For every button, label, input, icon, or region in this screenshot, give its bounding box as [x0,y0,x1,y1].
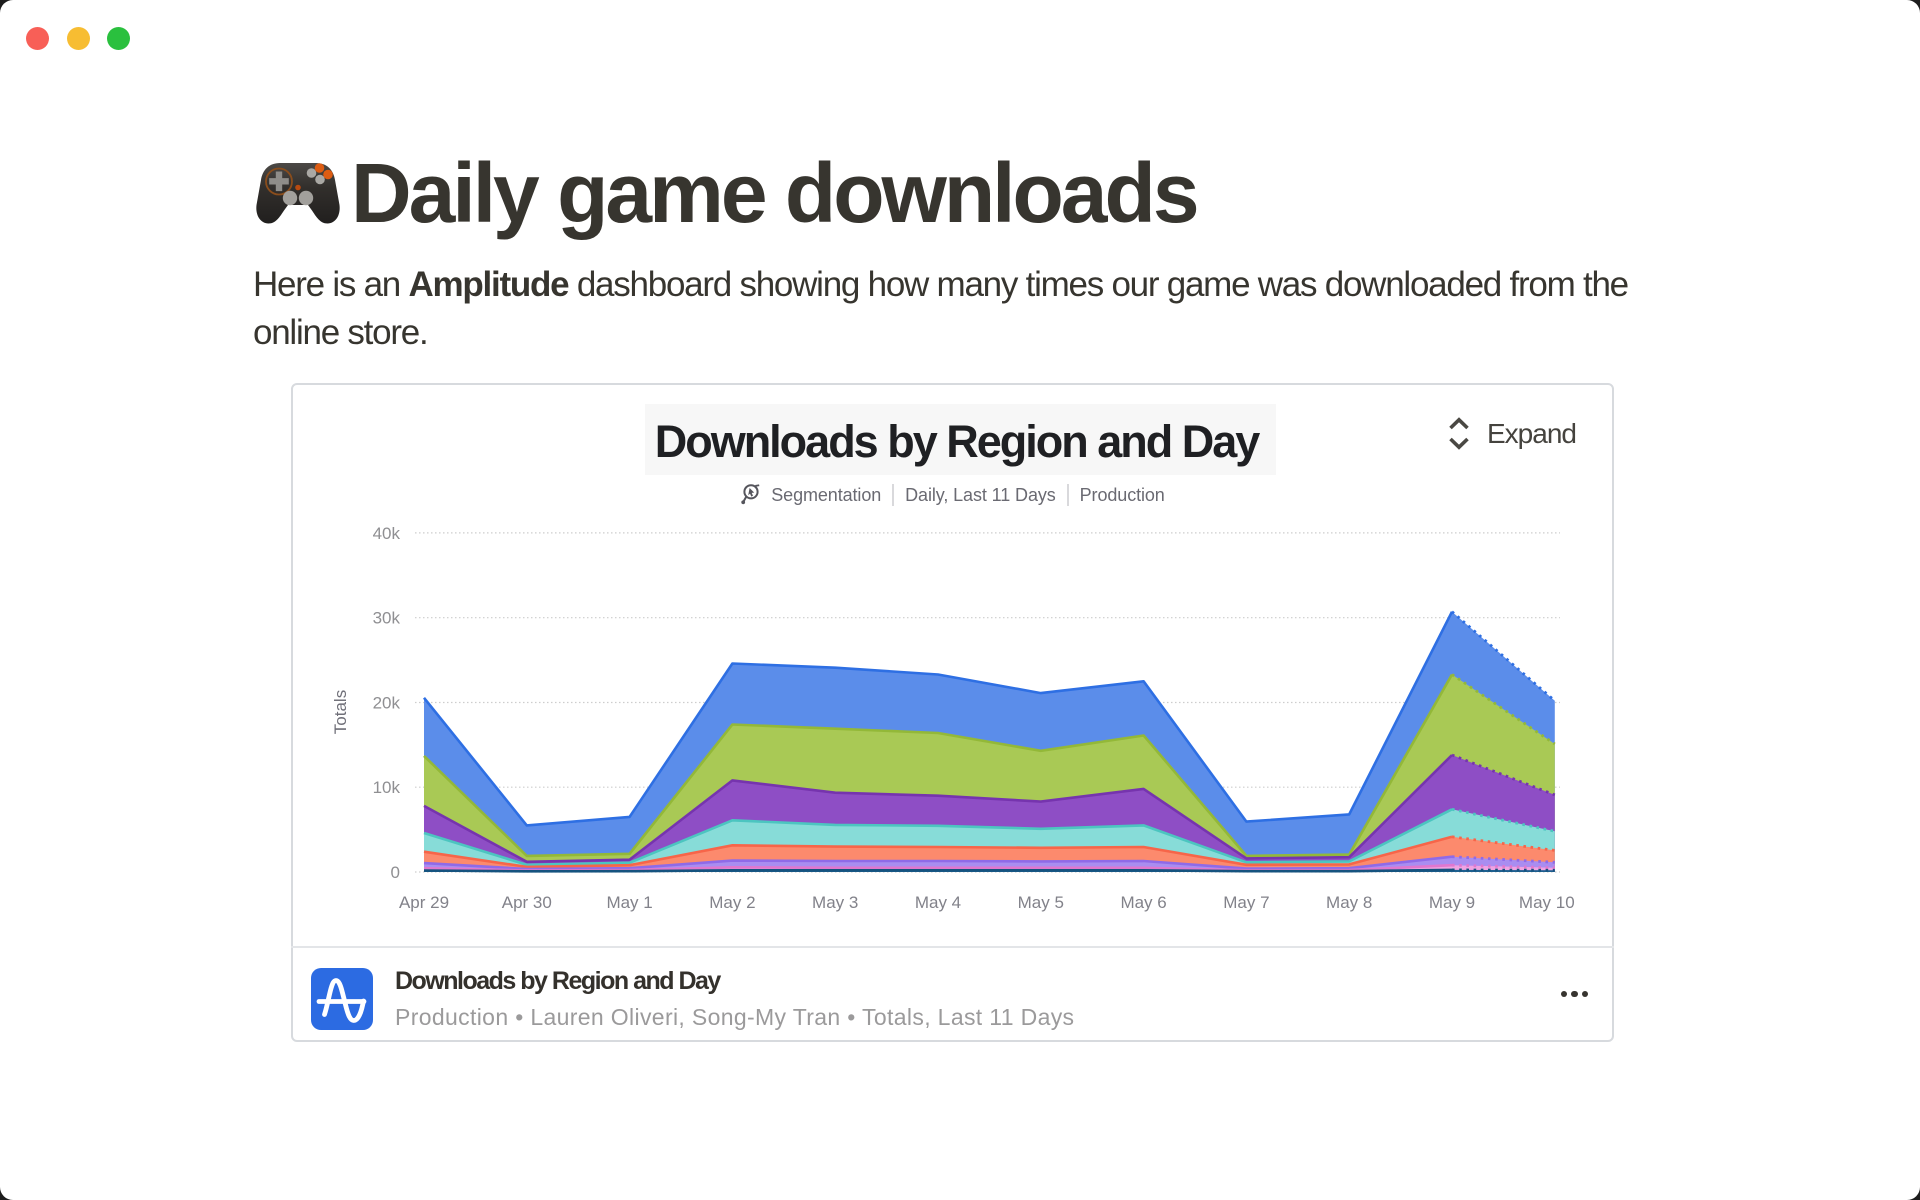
svg-text:0: 0 [391,863,400,882]
svg-text:May 6: May 6 [1120,893,1166,912]
svg-text:10k: 10k [373,778,401,797]
svg-text:Totals: Totals [331,690,350,734]
svg-text:May 4: May 4 [915,893,961,912]
svg-text:May 5: May 5 [1018,893,1064,912]
svg-text:Apr 29: Apr 29 [399,893,449,912]
svg-text:Apr 30: Apr 30 [502,893,552,912]
svg-text:40k: 40k [373,524,401,543]
svg-text:May 10: May 10 [1519,893,1575,912]
svg-text:May 3: May 3 [812,893,858,912]
svg-text:May 1: May 1 [606,893,652,912]
svg-text:May 8: May 8 [1326,893,1372,912]
svg-text:May 2: May 2 [709,893,755,912]
svg-text:May 7: May 7 [1223,893,1269,912]
svg-text:May 9: May 9 [1429,893,1475,912]
svg-text:30k: 30k [373,609,401,628]
svg-text:20k: 20k [373,694,401,713]
